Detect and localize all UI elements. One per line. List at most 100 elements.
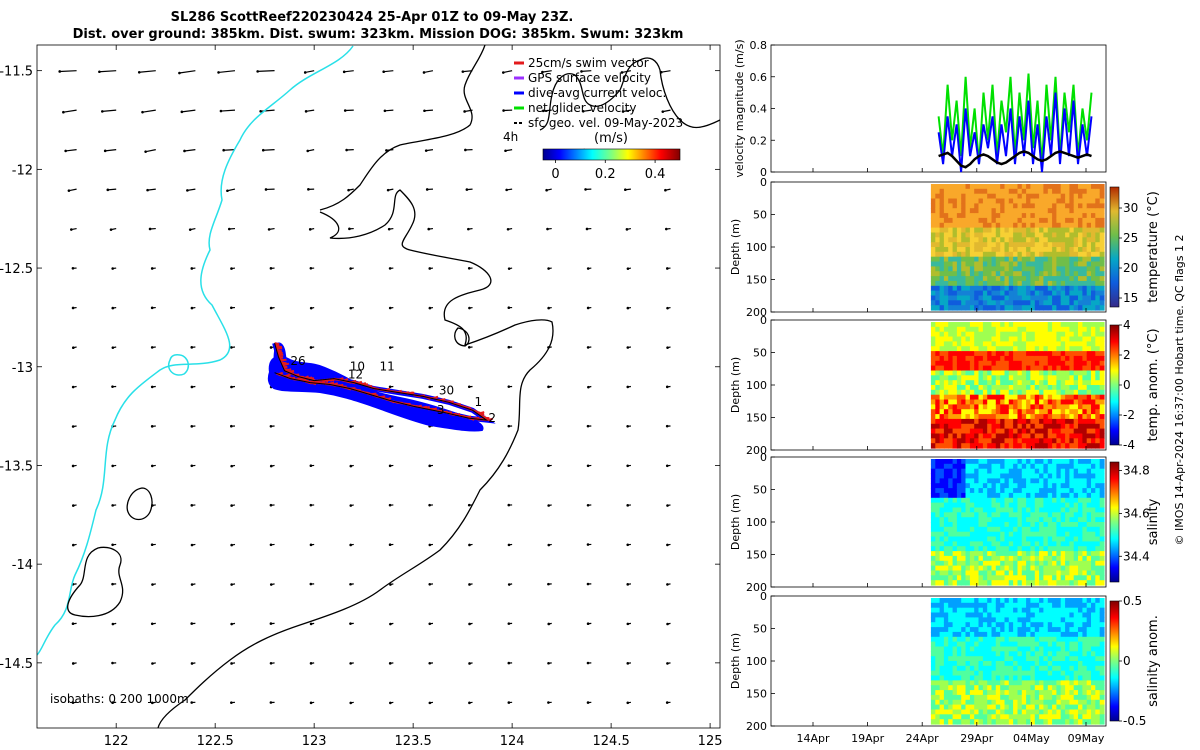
section-cell [1013, 699, 1018, 706]
section-cell [948, 694, 954, 701]
section-cell [961, 507, 967, 513]
section-cell [1043, 617, 1049, 623]
section-cell [978, 565, 984, 571]
section-cell [965, 305, 971, 311]
section-cell [943, 694, 949, 701]
section-cell [1043, 290, 1049, 296]
section-cell [1039, 266, 1044, 272]
section-cell [991, 636, 997, 643]
section-cell [978, 418, 984, 425]
section-cell [1060, 694, 1066, 701]
section-cell [1060, 418, 1066, 425]
section-cell [1000, 675, 1006, 681]
section-cell [935, 276, 941, 282]
section-cell [1013, 322, 1018, 328]
section-cell [1000, 575, 1006, 581]
section-cell [991, 646, 997, 652]
section-cell [1060, 375, 1066, 381]
geo-vector-head [71, 662, 75, 665]
section-cell [991, 699, 997, 706]
geo-vector-head [626, 701, 630, 705]
section-cell [956, 251, 962, 258]
section-cell [1065, 546, 1070, 552]
geo-vector-head [547, 464, 550, 468]
section-cell [995, 531, 1001, 538]
section-cell [1099, 251, 1105, 258]
section-cell [1052, 694, 1057, 701]
section-cell [935, 555, 941, 562]
section-cell [1039, 522, 1044, 528]
section-cell [1078, 627, 1083, 633]
section-cell [1008, 389, 1014, 396]
section-cell [1034, 670, 1040, 677]
section-cell [1030, 285, 1036, 292]
section-cell [987, 399, 993, 405]
section-cell [1017, 276, 1023, 282]
section-cell [965, 512, 971, 518]
section-cell [1039, 675, 1044, 681]
geo-vector-head [505, 188, 508, 192]
section-cell [991, 290, 997, 296]
section-cell [1052, 237, 1057, 243]
y-tick-label: -12.5 [0, 262, 33, 277]
section-cell [1082, 208, 1088, 214]
section-cell [930, 232, 936, 238]
section-cell [982, 541, 988, 547]
section-cell [1030, 580, 1036, 586]
section-cell [1095, 492, 1101, 499]
section-cell [991, 266, 997, 272]
section-cell [1069, 670, 1075, 677]
geo-vector-head [190, 504, 194, 507]
section-cell [1013, 280, 1018, 287]
section-cell [1039, 646, 1044, 652]
section-cell [1034, 704, 1040, 710]
section-cell [1000, 646, 1006, 652]
section-cell [987, 560, 993, 567]
section-cell [1039, 665, 1044, 672]
section-cell [1026, 617, 1031, 623]
section-cell [1073, 497, 1079, 504]
depth-ylabel: Depth (m) [729, 357, 742, 413]
section-cell [1013, 704, 1018, 710]
section-cell [1008, 488, 1014, 494]
section-cell [1004, 341, 1010, 347]
section-cell [1060, 709, 1066, 715]
section-cell [961, 251, 967, 258]
section-cell [1078, 193, 1083, 200]
geo-vector [37, 504, 38, 506]
section-cell [943, 399, 949, 405]
section-cell [1000, 483, 1006, 489]
geo-vector [306, 109, 315, 112]
section-cell [1047, 497, 1053, 504]
section-cell [1030, 531, 1036, 538]
depth-tick-label: 100 [746, 379, 767, 392]
section-cell [1004, 280, 1010, 287]
section-cell [1099, 546, 1105, 552]
section-cell [1082, 380, 1088, 386]
section-cell [1047, 468, 1053, 475]
section-cell [1052, 531, 1057, 538]
section-cell [987, 193, 993, 200]
section-cell [1021, 295, 1027, 301]
section-cell [1043, 295, 1049, 301]
section-cell [1017, 631, 1023, 638]
section-cell [952, 602, 958, 609]
section-cell [1082, 184, 1088, 190]
section-cell [991, 483, 997, 489]
section-cell [987, 184, 993, 190]
section-cell [948, 459, 954, 465]
section-cell [1073, 517, 1079, 523]
section-cell [1069, 631, 1075, 638]
section-cell [1004, 483, 1010, 489]
section-cell [1021, 473, 1027, 479]
section-cell [939, 389, 945, 396]
geo-vector-head [388, 425, 392, 428]
section-cell [1043, 536, 1049, 542]
section-cell [1065, 237, 1070, 243]
section-cell [1052, 685, 1057, 691]
geo-vector-head [388, 662, 392, 665]
section-cell [1000, 661, 1006, 667]
section-cell [1013, 685, 1018, 691]
section-cell [1039, 285, 1044, 292]
section-cell [1091, 305, 1096, 311]
